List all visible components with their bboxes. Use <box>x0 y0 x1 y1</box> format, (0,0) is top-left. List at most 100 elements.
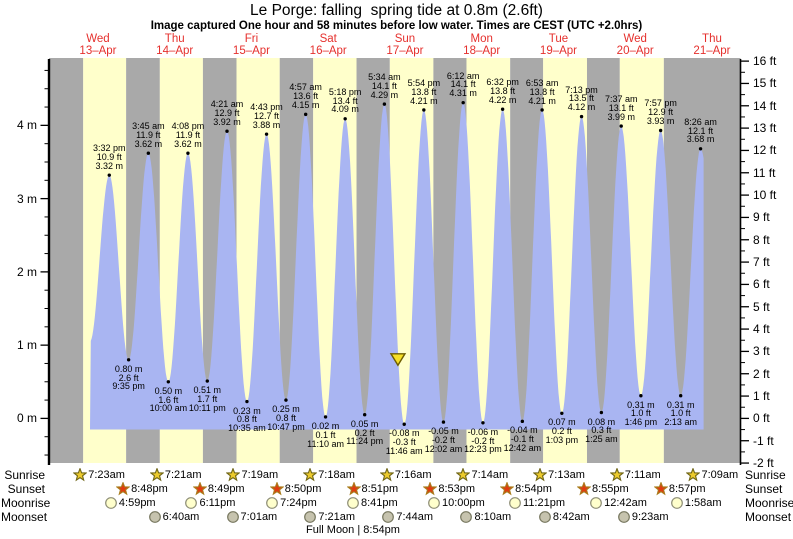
tide-label-line: 11.9 ft <box>175 129 201 140</box>
moonrise-icon <box>347 497 359 509</box>
right-axis-label: 8 ft <box>753 232 770 247</box>
tide-label-line: 4:21 am <box>210 99 244 110</box>
tide-label-line: 1:25 am <box>585 434 618 445</box>
astro-row-label-left: Sunset <box>7 482 45 496</box>
sunset-star-icon <box>500 482 515 496</box>
capture-subtitle: Image captured One hour and 58 minutes b… <box>150 20 643 32</box>
moonset-icon <box>226 511 239 523</box>
astro-event-time: 1:58am <box>684 497 722 509</box>
moonrise-icon <box>509 497 521 509</box>
sunrise-star-icon <box>686 468 701 482</box>
tide-label-line: 3.99 m <box>607 111 635 122</box>
high-tide-label: 7:57 pm 12.9 ft 3.93 m <box>629 99 693 125</box>
tide-label-line: 11.9 ft <box>136 129 161 140</box>
low-tide-label: 0.51 m 1.7 ft 10:11 pm <box>175 386 239 412</box>
astro-row-label-left: Sunrise <box>4 468 45 482</box>
tide-label-line: 6:32 pm <box>486 77 519 88</box>
high-tide-label: 4:57 am 13.6 ft 4.15 m <box>274 83 338 109</box>
day-date: 15–Apr <box>232 44 271 57</box>
tide-label-line: 10:00 am <box>149 403 188 414</box>
tide-label-line: 0.1 ft <box>315 429 336 440</box>
day-header: Fri 15–Apr <box>219 33 283 57</box>
astro-event-time: 12:42am <box>604 497 647 509</box>
tide-label-line: 12:02 am <box>424 443 463 454</box>
tide-label-line: 11:46 am <box>385 445 423 456</box>
sunset-star-icon <box>269 482 284 496</box>
astro-event-time: 7:01am <box>240 511 278 523</box>
astro-event-time: 7:44am <box>396 511 434 523</box>
right-axis-label: 2 ft <box>753 366 770 381</box>
tide-label-line: 0.2 ft <box>354 427 375 438</box>
sunset-star-event: 8:51pm <box>346 482 398 496</box>
tide-label-line: 0.25 m <box>272 404 300 415</box>
astro-row-label-right: Sunset <box>745 482 783 496</box>
moonrise-event: 11:21pm <box>508 496 565 510</box>
day-weekday: Wed <box>623 33 647 45</box>
tide-extreme-dot <box>579 114 584 119</box>
tide-label-line: 7:37 am <box>604 94 638 105</box>
right-axis-label: 9 ft <box>753 210 770 225</box>
tide-label-line: 3.62 m <box>174 138 202 149</box>
right-axis-label: 4 ft <box>753 322 770 337</box>
astro-row-label-left: Moonrise <box>1 496 51 510</box>
left-axis-label: 2 m <box>16 264 37 279</box>
low-tide-label: 0.25 m 0.8 ft 10:47 pm <box>254 405 318 431</box>
moonset-event: 9:23am <box>617 510 669 524</box>
moonrise-icon <box>590 497 602 509</box>
low-tide-label: 0.02 m 0.1 ft 11:10 am <box>294 422 358 448</box>
right-axis-label: -2 ft <box>753 456 774 471</box>
axes <box>40 59 749 465</box>
astro-row-label-right: Sunrise <box>745 468 786 482</box>
sunrise-star-event: 7:09am <box>686 468 738 482</box>
astro-event-time: 7:16am <box>394 469 432 481</box>
astro-event-time: 8:55pm <box>591 483 629 495</box>
tide-label-line: 1.0 ft <box>670 408 691 419</box>
moonrise-icon <box>105 497 117 509</box>
tide-label-line: 5:54 pm <box>407 77 441 88</box>
high-tide-label: 6:32 pm 13.8 ft 4.22 m <box>471 78 535 104</box>
sunset-star-event: 8:57pm <box>653 482 706 496</box>
moonrise-event: 8:41pm <box>346 496 398 510</box>
day-date: 19–Apr <box>539 44 578 57</box>
astro-event-time: 7:13am <box>548 469 585 481</box>
tide-extreme-dots <box>107 100 703 426</box>
left-axis-label: 1 m <box>16 338 37 353</box>
tide-label-line: -0.3 ft <box>392 437 416 448</box>
tide-extreme-dot <box>245 399 249 404</box>
tide-label-line: 10:47 pm <box>267 421 305 432</box>
moonset-event: 8:42am <box>538 510 590 524</box>
tide-label-line: 12:23 pm <box>464 444 502 455</box>
right-axis-label: 15 ft <box>753 76 777 91</box>
page-title: Le Porge: falling spring tide at 0.8m (2… <box>250 2 543 19</box>
tide-extreme-dot <box>126 358 131 362</box>
moonrise-event: 4:59pm <box>104 496 156 510</box>
right-axis-label: 11 ft <box>753 165 776 180</box>
tide-label-line: 8:26 am <box>684 116 717 127</box>
tide-label-line: 4.31 m <box>449 88 477 99</box>
full-moon-label: Full Moon | 8:54pm <box>306 524 400 536</box>
moonset-event: 7:44am <box>381 510 433 524</box>
tide-label-line: 0.08 m <box>587 416 616 427</box>
day-weekday: Sat <box>319 33 337 45</box>
tide-label-line: 0.3 ft <box>591 425 612 436</box>
tide-label-line: 12.1 ft <box>688 125 714 136</box>
sunrise-star-event: 7:13am <box>533 468 585 482</box>
sunrise-star-event: 7:19am <box>226 468 278 482</box>
day-weekday: Mon <box>470 33 493 45</box>
left-axis-label: 4 m <box>16 118 37 133</box>
day-date: 17–Apr <box>386 44 424 57</box>
day-date: 14–Apr <box>156 44 194 57</box>
astro-event-time: 7:21am <box>164 469 202 481</box>
astro-row-label-left: Moonset <box>1 510 48 524</box>
tide-extreme-dot <box>402 422 406 426</box>
tide-label-line: 4.15 m <box>291 99 320 110</box>
tide-label-line: 0.2 ft <box>551 426 572 437</box>
tide-label-line: 5:34 am <box>368 72 401 83</box>
high-tide-label: 5:54 pm 13.8 ft 4.21 m <box>392 79 456 105</box>
sunset-star-icon <box>346 482 361 496</box>
astro-event-time: 8:53pm <box>438 483 476 495</box>
tide-label-line: 0.23 m <box>233 405 261 416</box>
tide-label-line: 13.1 ft <box>608 102 634 113</box>
astro-event-time: 8:42am <box>552 511 590 523</box>
